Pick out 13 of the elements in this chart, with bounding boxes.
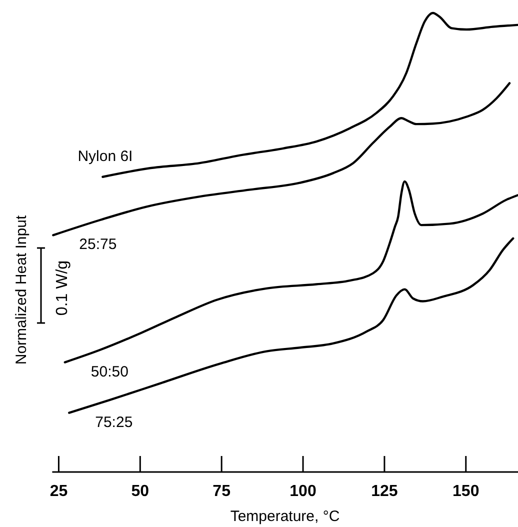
series-label: Nylon 6I bbox=[78, 148, 133, 165]
x-tick-label: 150 bbox=[452, 483, 480, 500]
legend-label: 25:75 bbox=[79, 236, 117, 254]
x-tick-label: 100 bbox=[290, 483, 316, 500]
x-tick-label: 25 bbox=[50, 483, 68, 500]
series-label: 50:50 bbox=[90, 363, 128, 380]
annotation: 0.1 W/g bbox=[54, 260, 71, 316]
x-tick-label: 50 bbox=[131, 483, 150, 500]
x-tick-label: 125 bbox=[371, 483, 398, 500]
x-axis-title: Temperature, °C bbox=[230, 508, 340, 525]
series-label: 75:25 bbox=[95, 414, 133, 431]
x-tick-label: 75 bbox=[212, 483, 231, 500]
y-axis-title: Normalized Heat Input bbox=[13, 214, 30, 365]
